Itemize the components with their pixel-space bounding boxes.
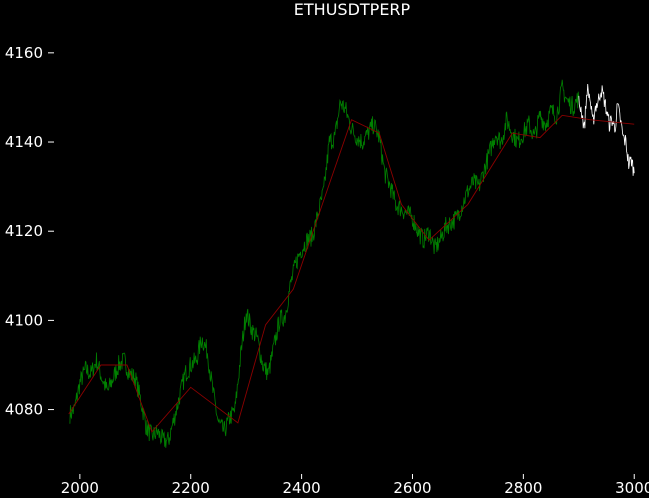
y-tick-label: 4140: [5, 133, 43, 151]
recent-price-line: [578, 83, 635, 176]
y-tick-label: 4100: [5, 311, 43, 329]
y-tick-label: 4160: [5, 44, 43, 62]
chart-title: ETHUSDTPERP: [294, 0, 411, 19]
x-tick-label: 2400: [283, 479, 321, 497]
x-tick-label: 2800: [504, 479, 542, 497]
series-layer: [68, 79, 635, 448]
x-tick-label: 2600: [393, 479, 431, 497]
zigzag-line: [68, 114, 635, 433]
y-tick-label: 4080: [5, 401, 43, 419]
y-axis: 4080 4100 4120 4140 4160: [5, 44, 54, 419]
x-tick-label: 3000: [615, 479, 649, 497]
x-tick-label: 2000: [61, 479, 99, 497]
y-tick-label: 4120: [5, 222, 43, 240]
price-history-line: [69, 79, 580, 448]
x-tick-label: 2200: [172, 479, 210, 497]
x-axis: 2000 2200 2400 2600 2800 3000: [61, 474, 649, 497]
